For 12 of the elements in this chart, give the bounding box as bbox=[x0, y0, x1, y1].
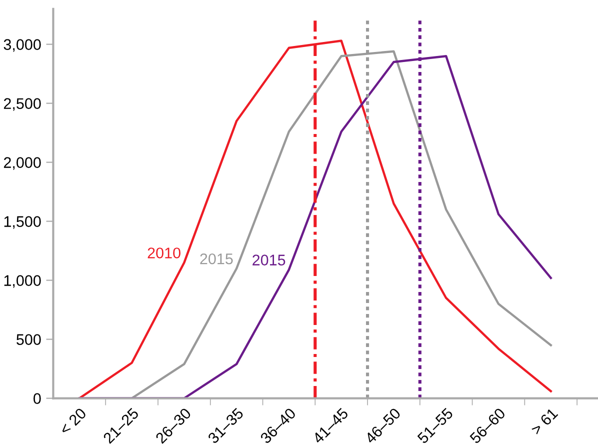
y-tick-label: 3,000 bbox=[4, 39, 41, 52]
y-tick-label: 1,000 bbox=[4, 275, 41, 288]
series-label: 2010 bbox=[148, 248, 180, 258]
x-tick-label: > 61 bbox=[530, 407, 558, 436]
y-tick-label: 500 bbox=[16, 334, 41, 345]
y-tick-label: 0 bbox=[34, 393, 41, 404]
series-label: 2015 bbox=[252, 254, 286, 266]
y-tick-label: 2,000 bbox=[4, 157, 41, 170]
x-tick-label: < 20 bbox=[58, 407, 87, 436]
series-label: 2015 bbox=[200, 253, 233, 264]
y-tick-label: 1,500 bbox=[4, 216, 41, 229]
y-tick-label: 2,500 bbox=[4, 98, 41, 111]
